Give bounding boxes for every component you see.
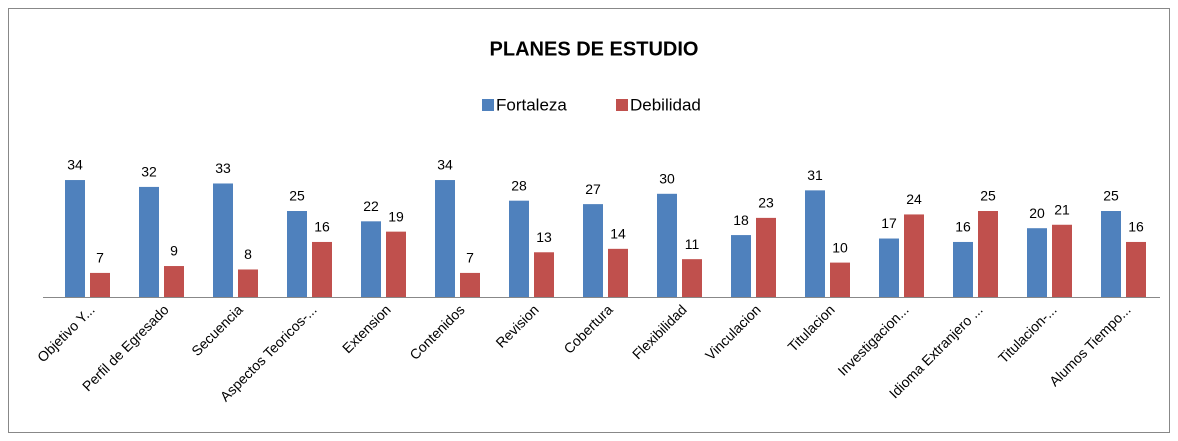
bar: [731, 235, 751, 297]
data-label: 16: [314, 219, 330, 235]
bar: [361, 221, 381, 297]
data-label: 8: [244, 246, 252, 262]
data-label: 7: [96, 250, 104, 266]
bar: [805, 190, 825, 297]
bar: [509, 200, 529, 297]
data-label: 16: [1128, 219, 1144, 235]
bar: [682, 259, 702, 297]
bar: [1101, 211, 1121, 297]
bar: [1126, 241, 1146, 297]
bar: [65, 180, 85, 297]
data-label: 31: [807, 167, 823, 183]
chart-title: PLANES DE ESTUDIO: [490, 38, 699, 60]
data-label: 32: [141, 164, 157, 180]
data-label: 25: [289, 188, 305, 204]
data-label: 23: [758, 195, 774, 211]
data-label: 22: [363, 198, 379, 214]
data-label: 14: [610, 226, 626, 242]
bar: [756, 217, 776, 297]
data-label: 28: [511, 177, 527, 193]
bar: [460, 272, 480, 297]
data-label: 34: [67, 157, 83, 173]
bar: [1052, 224, 1072, 297]
data-label: 19: [388, 208, 404, 224]
bar: [657, 193, 677, 297]
bar: [287, 211, 307, 297]
data-label: 9: [170, 243, 178, 259]
data-label: 25: [980, 188, 996, 204]
data-label: 27: [585, 181, 601, 197]
data-label: 18: [733, 212, 749, 228]
bar: [608, 248, 628, 297]
legend-label: Debilidad: [630, 95, 701, 114]
data-label: 25: [1103, 188, 1119, 204]
data-label: 10: [832, 239, 848, 255]
bar: [435, 180, 455, 297]
legend-label: Fortaleza: [496, 95, 567, 114]
legend-swatch: [482, 99, 494, 111]
data-label: 21: [1054, 201, 1070, 217]
bar: [534, 252, 554, 297]
bar: [386, 231, 406, 297]
data-label: 13: [536, 229, 552, 245]
legend-swatch: [616, 99, 628, 111]
bar: [238, 269, 258, 297]
bar: [213, 183, 233, 297]
data-label: 7: [466, 250, 474, 266]
data-label: 30: [659, 171, 675, 187]
bar: [978, 211, 998, 297]
data-label: 34: [437, 157, 453, 173]
data-label: 11: [685, 236, 700, 252]
data-label: 17: [881, 215, 897, 231]
bar: [879, 238, 899, 297]
bar: [583, 204, 603, 297]
data-label: 16: [955, 219, 971, 235]
bar: [139, 186, 159, 297]
bar: [90, 272, 110, 297]
bar: [904, 214, 924, 297]
bar: [164, 266, 184, 297]
bar: [1027, 228, 1047, 297]
bar: [953, 241, 973, 297]
data-label: 20: [1029, 205, 1045, 221]
data-label: 33: [215, 160, 231, 176]
bar: [312, 241, 332, 297]
bar: [830, 262, 850, 297]
data-label: 24: [906, 191, 922, 207]
